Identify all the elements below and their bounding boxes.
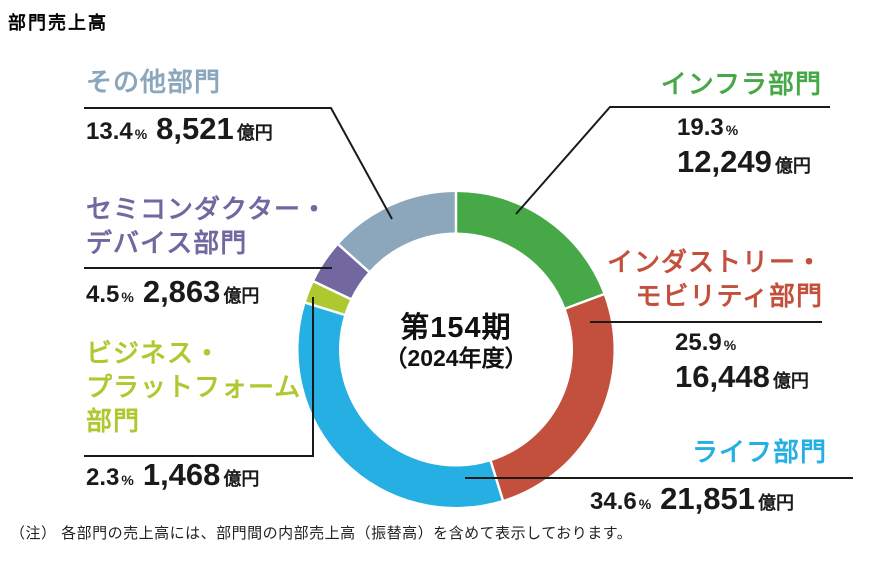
- business-label-line1: ビジネス・: [86, 338, 222, 368]
- semiconductor-label-line2: デバイス部門: [86, 227, 248, 258]
- industry-label-line1: インダストリー・: [606, 247, 823, 277]
- life-value-unit: 億円: [758, 493, 794, 513]
- value-life-segment: 34.6 % 21,851 億円: [590, 481, 794, 517]
- segment-separator: [303, 301, 347, 317]
- value-other-segment: 13.4 % 8,521 億円: [86, 111, 273, 147]
- industry-percent-row: 25.9 %: [675, 329, 809, 357]
- value-industry-segment: 25.9 % 16,448 億円: [675, 329, 809, 395]
- infra-value-unit: 億円: [774, 156, 811, 176]
- business-value: 1,468: [142, 457, 221, 492]
- label-other-segment: その他部門: [86, 67, 222, 97]
- donut-segment-semiconductor-device: [313, 244, 369, 300]
- life-percent-sign: %: [638, 496, 652, 512]
- life-percent: 34.6: [590, 488, 637, 515]
- label-life-segment: ライフ部門: [691, 437, 827, 467]
- business-value-unit: 億円: [223, 469, 260, 489]
- donut-segment-infra: [456, 192, 604, 309]
- industry-percent-sign: %: [723, 337, 737, 353]
- page-title: 部門売上高: [8, 13, 108, 33]
- industry-value-row: 16,448 億円: [675, 359, 809, 395]
- industry-value-unit: 億円: [772, 371, 809, 391]
- industry-value: 16,448: [675, 359, 770, 394]
- infra-value: 12,249: [677, 144, 772, 179]
- donut-segment-industry-mobility: [490, 294, 614, 500]
- semiconductor-percent-sign: %: [121, 289, 134, 305]
- other-value: 8,521: [156, 111, 234, 146]
- infra-value-row: 12,249 億円: [677, 144, 811, 180]
- label-infra-segment: インフラ部門: [660, 69, 822, 99]
- life-value: 21,851: [660, 481, 755, 516]
- infra-percent-sign: %: [725, 122, 739, 138]
- infra-percent-row: 19.3 %: [677, 114, 811, 142]
- donut-segments: [298, 191, 614, 507]
- segment-separator: [489, 459, 505, 502]
- other-percent-sign: %: [134, 126, 148, 142]
- business-label-line2: プラットフォーム: [86, 371, 302, 402]
- segment-separator: [563, 292, 606, 311]
- segment-separator: [312, 279, 353, 301]
- other-value-unit: 億円: [236, 123, 273, 143]
- industry-percent: 25.9: [675, 329, 722, 356]
- label-semiconductor-segment: セミコンダクター・ デバイス部門: [86, 193, 328, 261]
- label-business-segment: ビジネス・ プラットフォーム 部門: [86, 337, 301, 438]
- fiscal-term: 第154期: [400, 312, 512, 344]
- business-percent: 2.3: [86, 464, 120, 491]
- leader-lines: [84, 106, 853, 479]
- label-industry-segment: インダストリー・ モビリティ部門: [560, 246, 823, 314]
- donut-segment-life: [298, 302, 503, 507]
- infra-percent: 19.3: [677, 114, 724, 141]
- value-semiconductor-segment: 4.5 % 2,863 億円: [86, 274, 259, 310]
- value-infra-segment: 19.3 % 12,249 億円: [677, 114, 811, 180]
- semiconductor-value: 2,863: [142, 274, 221, 309]
- leader-line-business: [84, 297, 314, 457]
- donut-center-label: 第154期 （2024年度）: [336, 312, 576, 371]
- donut-separators: [303, 190, 606, 502]
- leader-line-infra: [515, 106, 830, 215]
- semiconductor-label-line1: セミコンダクター・: [86, 194, 328, 224]
- donut-segment-business-platform: [305, 281, 351, 315]
- semiconductor-percent: 4.5: [86, 281, 120, 308]
- business-percent-sign: %: [121, 472, 134, 488]
- other-percent: 13.4: [86, 118, 133, 145]
- semiconductor-value-unit: 億円: [223, 286, 260, 306]
- industry-label-line2: モビリティ部門: [635, 280, 823, 311]
- fiscal-year: （2024年度）: [384, 344, 528, 371]
- value-business-segment: 2.3 % 1,468 億円: [86, 457, 259, 493]
- business-label-line3: 部門: [86, 405, 141, 436]
- leader-line-other: [84, 107, 393, 220]
- footnote: （注） 各部門の売上高には、部門間の内部売上高（振替高）を含めて表示しております…: [10, 525, 633, 542]
- segment-separator: [336, 242, 371, 274]
- donut-segment-other: [338, 191, 456, 272]
